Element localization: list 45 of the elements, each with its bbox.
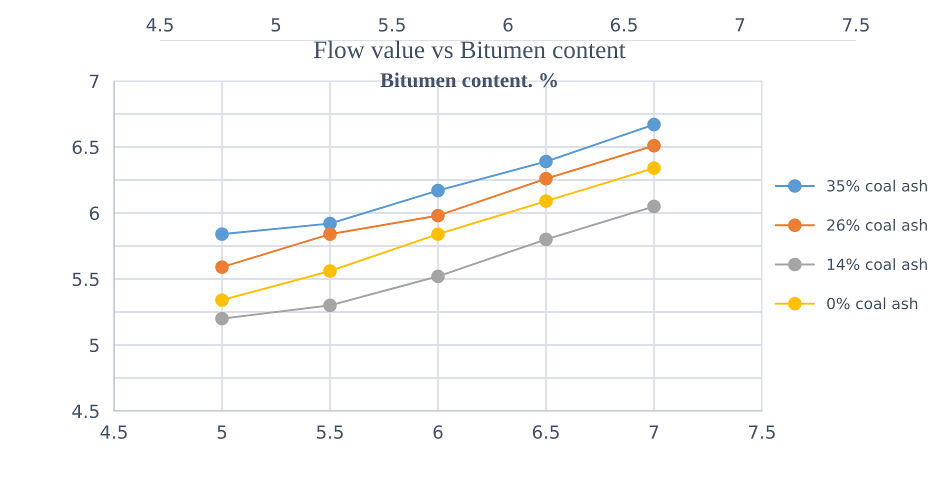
point bbox=[431, 208, 445, 222]
point bbox=[215, 260, 229, 274]
point bbox=[323, 264, 337, 278]
y-tick-label: 5 bbox=[90, 338, 99, 352]
point bbox=[539, 154, 553, 168]
point bbox=[647, 118, 661, 132]
y-tick-label: 6 bbox=[90, 206, 99, 220]
x2-tick-label: 5 bbox=[272, 18, 280, 32]
legend-label: 35% coal ash bbox=[827, 180, 927, 192]
x2-tick-label: 7.5 bbox=[843, 18, 869, 32]
x2-tick-label: 7 bbox=[736, 18, 744, 32]
y-tick-label: 7 bbox=[90, 74, 99, 88]
point bbox=[647, 200, 661, 214]
legend-label: 14% coal ash bbox=[828, 258, 927, 270]
x-tick-label: 4.5 bbox=[100, 425, 127, 439]
x-tick-label: 6.5 bbox=[532, 425, 559, 439]
point bbox=[431, 184, 445, 198]
y-tick-label: 4.5 bbox=[72, 404, 99, 418]
y-tick-label: 5.5 bbox=[72, 272, 99, 286]
y-tick-label: 6.5 bbox=[72, 140, 99, 154]
x-tick-label: 7 bbox=[650, 425, 658, 439]
point bbox=[215, 293, 229, 307]
x2-tick-label: 6.5 bbox=[610, 18, 637, 32]
legend-label: 0% coal ash bbox=[827, 297, 918, 310]
point bbox=[215, 312, 229, 326]
point bbox=[215, 227, 229, 241]
point bbox=[323, 227, 337, 241]
x2-tick-label: 4.5 bbox=[146, 18, 173, 32]
x-axis-title: Bitumen content. % bbox=[380, 72, 557, 88]
x-tick-label: 7.5 bbox=[749, 425, 775, 439]
x-tick-label: 6 bbox=[434, 425, 443, 439]
x-tick-label: 5 bbox=[218, 425, 226, 439]
point bbox=[431, 227, 445, 241]
point bbox=[647, 138, 661, 152]
point bbox=[647, 161, 661, 175]
point bbox=[539, 194, 553, 208]
x2-tick-label: 5.5 bbox=[379, 18, 405, 32]
x2-tick-label: 6 bbox=[504, 18, 513, 32]
legend-label: 26% coal ash bbox=[827, 218, 927, 231]
chart-title: Flow value vs Bitumen content bbox=[314, 40, 626, 58]
point bbox=[431, 270, 445, 284]
point bbox=[539, 172, 553, 186]
x-tick-label: 5.5 bbox=[317, 425, 343, 439]
point bbox=[539, 232, 553, 246]
point bbox=[323, 298, 337, 312]
